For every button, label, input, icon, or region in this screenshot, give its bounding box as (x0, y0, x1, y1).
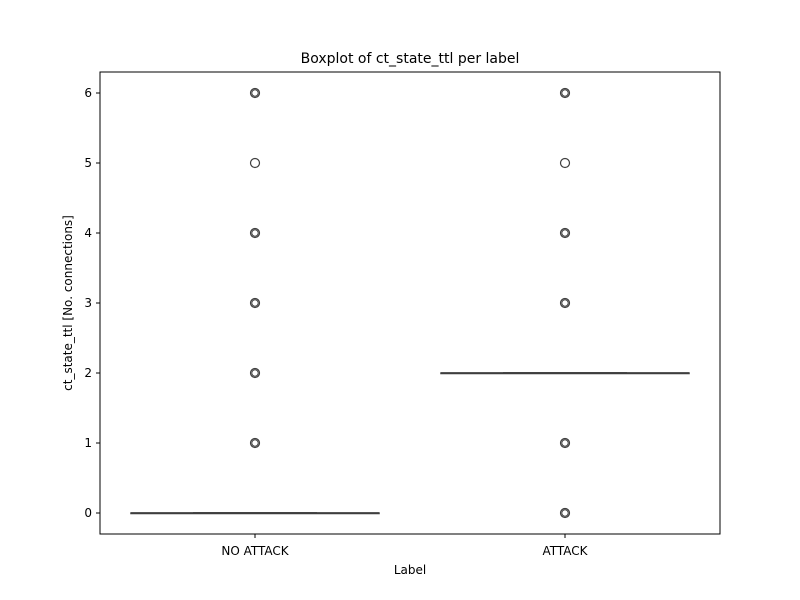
x-axis: NO ATTACK ATTACK (221, 534, 589, 558)
y-tick-label: 2 (84, 366, 92, 380)
y-axis: 0 1 2 3 4 5 6 (84, 86, 100, 520)
box-attack (440, 87, 690, 519)
outlier-point (249, 227, 261, 239)
outlier-point (249, 367, 261, 379)
outlier-point-overlap (251, 439, 259, 447)
outlier-point (559, 157, 571, 169)
box-series (130, 87, 690, 519)
outlier-point-overlap (251, 229, 259, 237)
outlier-point (249, 87, 261, 99)
outlier-point (559, 87, 571, 99)
outlier-point-overlap (561, 299, 569, 307)
outlier-point (249, 297, 261, 309)
y-tick-label: 0 (84, 506, 92, 520)
y-tick-label: 4 (84, 226, 92, 240)
y-tick-label: 1 (84, 436, 92, 450)
outlier-point (249, 157, 261, 169)
x-tick-label: ATTACK (542, 544, 588, 558)
outlier-point (249, 437, 261, 449)
outlier-point-overlap (561, 89, 569, 97)
x-tick-label: NO ATTACK (221, 544, 289, 558)
y-tick-label: 5 (84, 156, 92, 170)
box-no-attack (130, 87, 380, 515)
x-axis-label: Label (394, 563, 426, 577)
outlier-point-overlap (561, 509, 569, 517)
outlier-point-overlap (561, 439, 569, 447)
outlier-point-overlap (251, 369, 259, 377)
outlier-point (559, 227, 571, 239)
y-tick-label: 3 (84, 296, 92, 310)
outlier-point-overlap (251, 299, 259, 307)
outlier-point (559, 437, 571, 449)
y-tick-label: 6 (84, 86, 92, 100)
chart-title: Boxplot of ct_state_ttl per label (301, 51, 520, 67)
y-axis-label: ct_state_ttl [No. connections] (61, 215, 75, 391)
outlier-point-overlap (251, 89, 259, 97)
outlier-point-overlap (561, 229, 569, 237)
outlier-point (559, 297, 571, 309)
outlier-point (559, 507, 571, 519)
plot-area-frame (99, 71, 721, 535)
